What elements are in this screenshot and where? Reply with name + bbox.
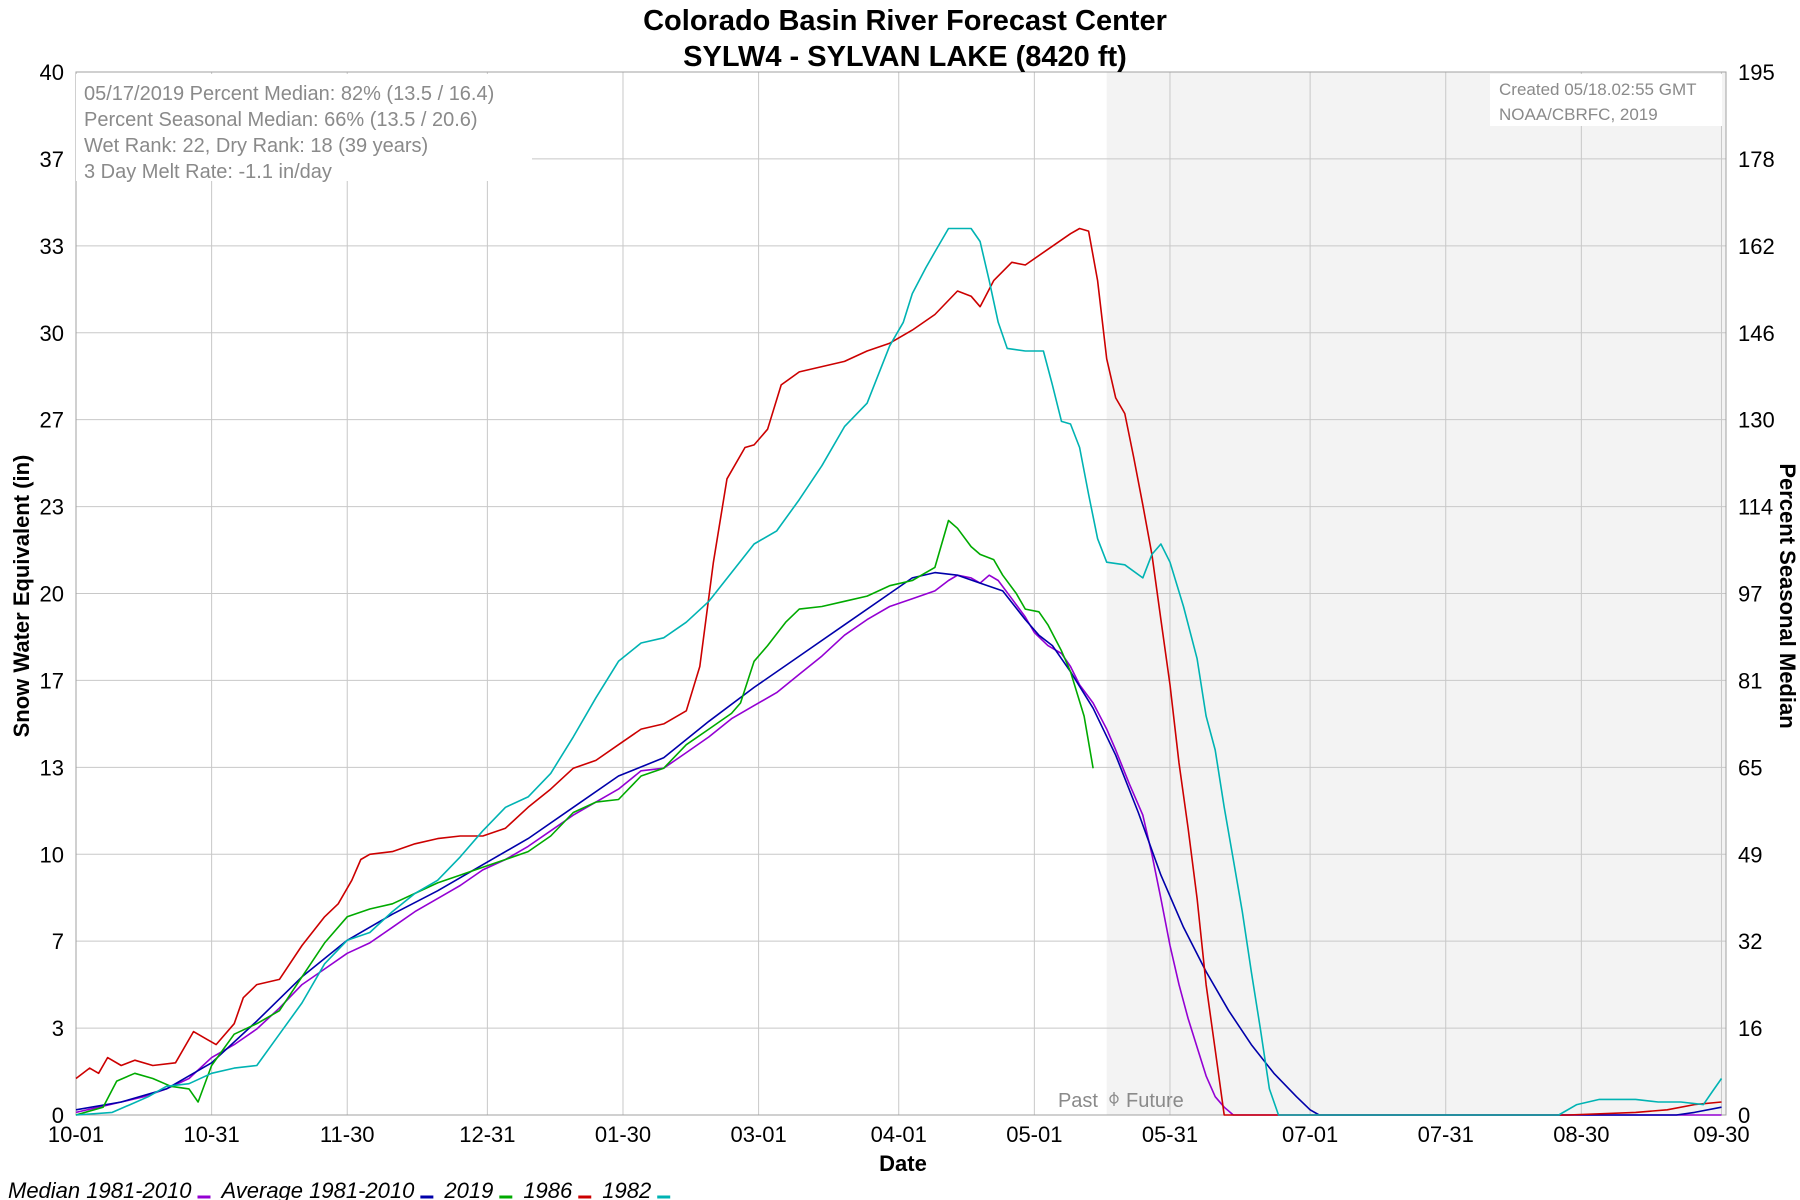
- info-line-seasonal-median: Percent Seasonal Median: 66% (13.5 / 20.…: [84, 109, 478, 131]
- x-tick-label: 05-01: [1006, 1122, 1062, 1147]
- y2-tick-label: 16: [1738, 1016, 1762, 1041]
- info-box: [76, 74, 532, 181]
- y2-tick-label: 178: [1738, 147, 1775, 172]
- y2-axis-title: Percent Seasonal Median: [1775, 463, 1800, 728]
- y2-tick-label: 81: [1738, 668, 1762, 693]
- x-tick-label: 01-30: [595, 1122, 651, 1147]
- y2-tick-label: 97: [1738, 582, 1762, 607]
- y2-tick-label: 130: [1738, 408, 1775, 433]
- y-tick-label: 17: [40, 668, 64, 693]
- past-label: Past: [1058, 1090, 1098, 1112]
- y-tick-label: 27: [40, 408, 64, 433]
- y2-tick-label: 49: [1738, 842, 1762, 867]
- y2-tick-label: 0: [1738, 1103, 1750, 1128]
- legend-label: 1982: [602, 1178, 651, 1200]
- y-tick-label: 23: [40, 495, 64, 520]
- x-tick-label: 09-30: [1693, 1122, 1749, 1147]
- y-tick-label: 40: [40, 60, 64, 85]
- y-tick-label: 30: [40, 321, 64, 346]
- grid-lines: [75, 71, 1726, 1116]
- y2-tick-label: 195: [1738, 60, 1775, 85]
- x-tick-label: 12-31: [459, 1122, 515, 1147]
- series-line-average-1981-2010: [75, 571, 1722, 1116]
- y2-tick-label: 146: [1738, 321, 1775, 346]
- y-tick-label: 0: [52, 1103, 64, 1128]
- x-tick-label: 07-31: [1418, 1122, 1474, 1147]
- chart-title: Colorado Basin River Forecast Center: [643, 5, 1167, 37]
- series-line-2019: [75, 519, 1094, 1116]
- legend-label: 1986: [523, 1178, 573, 1200]
- x-tick-label: 07-01: [1282, 1122, 1338, 1147]
- y-tick-label: 33: [40, 234, 64, 259]
- x-tick-label: 10-31: [183, 1122, 239, 1147]
- y2-tick-label: 162: [1738, 234, 1775, 259]
- y-axis-title: Snow Water Equivalent (in): [9, 455, 34, 738]
- y2-tick-label: 65: [1738, 755, 1762, 780]
- x-tick-label: 04-01: [871, 1122, 927, 1147]
- plot-frame: [75, 71, 1727, 1116]
- x-tick-label: 08-30: [1553, 1122, 1609, 1147]
- y2-tick-label: 114: [1738, 495, 1773, 520]
- x-tick-label: 05-31: [1142, 1122, 1198, 1147]
- x-tick-label: 11-30: [320, 1122, 375, 1147]
- future-label: Future: [1126, 1090, 1184, 1112]
- y-tick-label: 3: [52, 1016, 64, 1041]
- y-tick-label: 13: [40, 755, 64, 780]
- y-tick-label: 20: [40, 582, 64, 607]
- x-axis-title: Date: [879, 1151, 927, 1176]
- chart-subtitle: SYLW4 - SYLVAN LAKE (8420 ft): [683, 41, 1127, 73]
- y-tick-label: 10: [40, 842, 64, 867]
- y-tick-label: 7: [52, 929, 64, 954]
- info-line-percent-median: 05/17/2019 Percent Median: 82% (13.5 / 1…: [84, 83, 494, 105]
- y-tick-label: 37: [40, 147, 64, 172]
- credit-box: [1490, 74, 1722, 126]
- legend-label: 2019: [443, 1178, 493, 1200]
- credit-created: Created 05/18.02:55 GMT: [1499, 80, 1697, 99]
- axis-ticks: 0 0 3 16 7 32 10 49 13 65 17 81 20 97 23 114 27 130 30 146 3…: [40, 60, 1775, 1147]
- info-line-rank: Wet Rank: 22, Dry Rank: 18 (39 years): [84, 135, 428, 157]
- legend: Median 1981-2010 Average 1981-2010 2019 198…: [8, 1178, 671, 1200]
- x-tick-label: 03-01: [730, 1122, 786, 1147]
- series-line-median-1981-2010: [75, 574, 1722, 1116]
- y2-tick-label: 32: [1738, 929, 1762, 954]
- credit-source: NOAA/CBRFC, 2019: [1499, 105, 1658, 124]
- series-lines: [75, 227, 1723, 1116]
- info-line-melt-rate: 3 Day Melt Rate: -1.1 in/day: [84, 161, 332, 183]
- legend-label: Median 1981-2010: [8, 1178, 192, 1200]
- legend-label: Average 1981-2010: [219, 1178, 415, 1200]
- x-tick-label: 10-01: [48, 1122, 104, 1147]
- series-line-1982: [75, 227, 1723, 1116]
